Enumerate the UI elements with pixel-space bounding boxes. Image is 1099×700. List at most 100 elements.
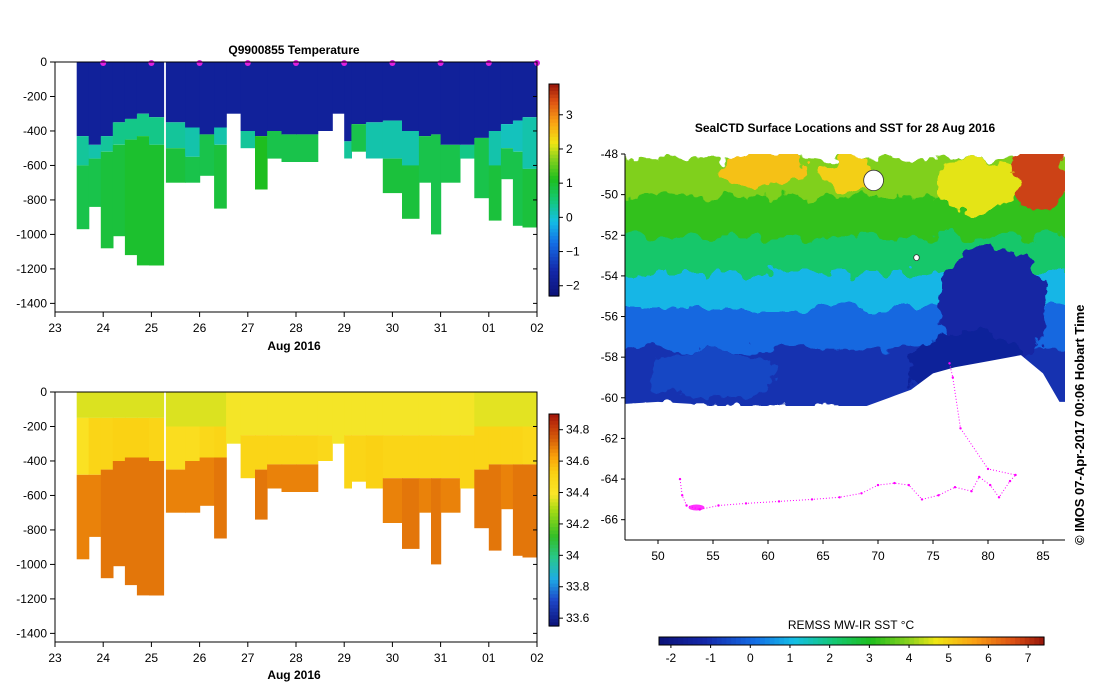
profile-13-layer-1	[255, 136, 268, 190]
colorbar-segment	[549, 488, 559, 493]
sst-colorbar-segment	[856, 637, 862, 645]
colorbar-tick-label: 34.2	[566, 517, 590, 531]
colorbar-segment	[549, 481, 559, 486]
profile-4-layer-1	[124, 118, 138, 140]
colorbar-segment	[549, 583, 559, 588]
lon-tick-label: 60	[761, 549, 775, 563]
colorbar-segment	[549, 225, 559, 230]
temperature-x-axis: 23 24 25 26 27 28 29 30 31 01 02	[48, 312, 544, 335]
profile-14-layer-0	[267, 392, 283, 436]
profile-23-layer-2	[402, 165, 420, 219]
profile-4-layer-2	[124, 457, 138, 586]
sst-colorbar-segment	[707, 637, 713, 645]
colorbar-segment	[549, 204, 559, 209]
seal-location	[920, 498, 924, 501]
profile-10-layer-0	[214, 62, 227, 128]
sst-colorbar-segment	[880, 637, 886, 645]
sst-colorbar-segment	[933, 637, 939, 645]
colorbar-tick-label: −1	[566, 245, 580, 259]
colorbar-segment	[549, 421, 559, 426]
colorbar-segment	[549, 541, 559, 546]
colorbar-segment	[549, 544, 559, 549]
x-tick-label: 30	[386, 651, 400, 665]
profile-28-layer-2	[474, 469, 490, 529]
temperature-y-axis: 0 -200 -400 -600 -800 -1000 -1200 -1400	[16, 55, 537, 310]
profile-25-layer-0	[431, 62, 442, 135]
x-tick-label: 23	[48, 651, 62, 665]
x-tick-label: 02	[530, 651, 544, 665]
profile-6-layer-2	[149, 461, 165, 596]
x-tick-label: 27	[241, 651, 255, 665]
sst-colorbar-segment	[784, 637, 790, 645]
profile-32-layer-1	[522, 117, 537, 169]
sst-colorbar-segment	[808, 637, 814, 645]
profile-26-layer-0	[440, 62, 461, 145]
profile-1-layer-0	[88, 392, 102, 418]
sst-colorbar-tick-label: 7	[1025, 651, 1032, 665]
colorbar-segment	[549, 509, 559, 514]
seal-location	[860, 492, 863, 495]
profile-21-layer-0	[365, 62, 384, 123]
sst-colorbar-tick-label: 6	[985, 651, 992, 665]
profile-25-layer-2	[431, 478, 442, 565]
colorbar-segment	[549, 597, 559, 602]
lon-tick-label: 65	[816, 549, 830, 563]
seal-location	[951, 376, 954, 379]
sst-colorbar-segment	[668, 637, 675, 645]
profile-5-layer-2	[136, 457, 150, 596]
colorbar-segment	[549, 576, 559, 581]
surfacing-marker	[341, 60, 348, 66]
profile-26-layer-2	[440, 478, 461, 513]
profile-8-layer-2	[185, 156, 201, 183]
profile-29-layer-0	[488, 62, 502, 131]
colorbar-segment	[549, 91, 559, 96]
island-0	[863, 169, 884, 191]
surfacing-marker	[148, 60, 155, 66]
colorbar-segment	[549, 211, 559, 216]
sst-colorbar-segment	[827, 637, 833, 645]
profile-16-layer-0	[296, 392, 319, 436]
profile-23-layer-1	[402, 435, 420, 479]
lat-tick-label: -58	[601, 350, 619, 364]
sst-colorbar-segment	[788, 637, 795, 645]
lat-tick-label: -62	[601, 431, 619, 445]
sst-colorbar-segment	[702, 637, 708, 645]
profile-6-layer-0	[149, 62, 165, 118]
profile-6-layer-1	[149, 117, 165, 145]
profile-21-layer-1	[365, 435, 384, 489]
seal-location	[953, 486, 957, 489]
x-tick-label: 26	[193, 651, 207, 665]
salinity-x-axis-label: Aug 2016	[267, 668, 321, 682]
y-tick-label: -1400	[16, 296, 47, 310]
colorbar-segment	[549, 158, 559, 163]
sst-colorbar-segment	[861, 637, 867, 645]
colorbar-segment	[549, 239, 559, 244]
colorbar-segment	[549, 590, 559, 595]
seal-location	[876, 483, 880, 487]
seal-location	[893, 481, 896, 485]
profile-7-layer-2	[165, 469, 186, 513]
profile-11-layer-0	[226, 392, 242, 444]
colorbar-segment	[549, 449, 559, 454]
temperature-x-axis-label: Aug 2016	[267, 339, 321, 353]
profile-22-layer-0	[382, 62, 403, 121]
profile-32-layer-0	[522, 392, 537, 427]
colorbar-segment	[549, 516, 559, 521]
colorbar-segment	[549, 232, 559, 237]
sst-colorbar-segment	[740, 637, 747, 645]
colorbar-tick-label: 33.6	[566, 611, 590, 625]
profile-32-layer-2	[522, 168, 537, 228]
profile-28-layer-0	[474, 392, 490, 427]
sst-colorbar-segment	[1039, 637, 1045, 645]
profile-19-layer-1	[344, 435, 352, 489]
sst-colorbar-segment	[938, 637, 944, 645]
sst-colorbar-segment	[899, 637, 906, 645]
sst-colorbar-segment	[760, 637, 766, 645]
profile-0-layer-0	[76, 392, 90, 418]
colorbar-segment	[549, 477, 559, 482]
colorbar-segment	[549, 587, 559, 592]
temperature-chart-title: Q9900855 Temperature	[228, 43, 360, 57]
profile-23-layer-2	[402, 478, 420, 549]
profile-12-layer-0	[240, 62, 256, 131]
sst-colorbar-segment	[803, 637, 809, 645]
